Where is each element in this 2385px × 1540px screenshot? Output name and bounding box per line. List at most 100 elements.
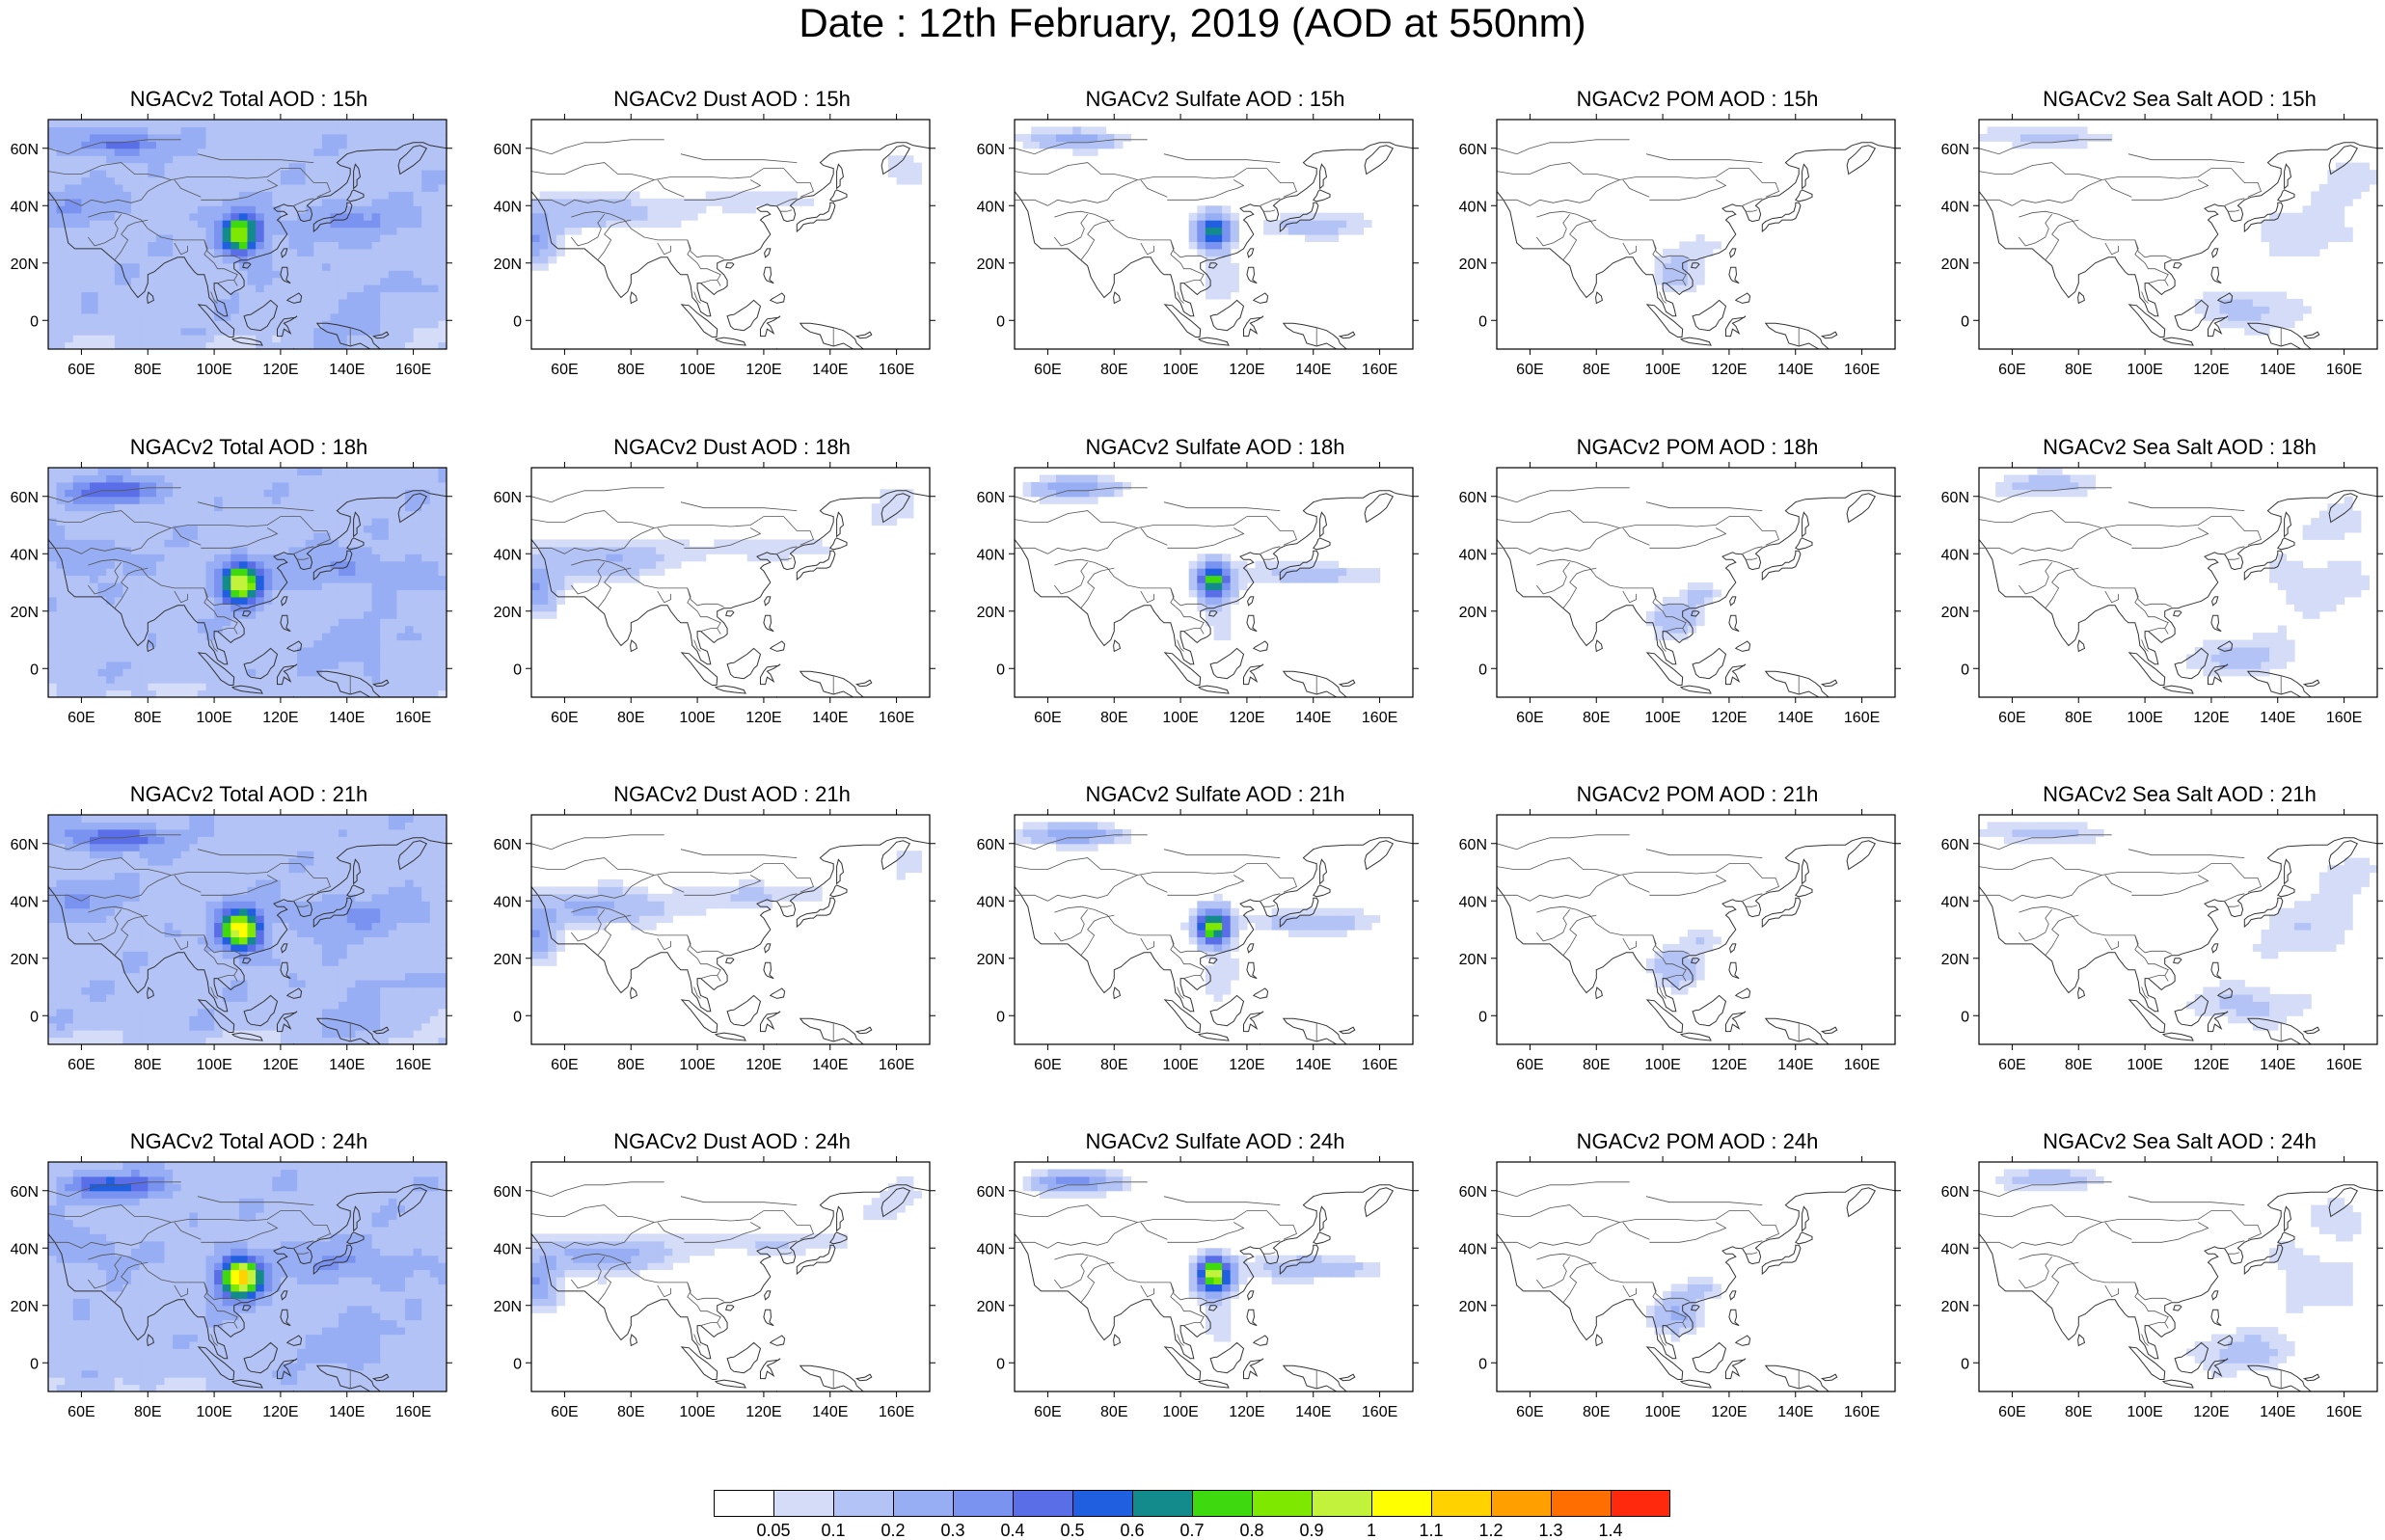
lat-tick-label: 40N — [494, 547, 522, 563]
lon-tick-label: 140E — [1777, 1404, 1813, 1420]
lon-tick-label: 80E — [2065, 710, 2092, 726]
lat-tick-label: 60N — [1459, 490, 1487, 506]
colorbar-label: 0.3 — [924, 1521, 982, 1540]
lon-tick-label: 100E — [2127, 1404, 2162, 1420]
lon-tick-label: 160E — [879, 1404, 914, 1420]
colorbar-swatch — [1312, 1490, 1371, 1517]
lon-tick-label: 160E — [1844, 1057, 1880, 1073]
lat-tick-label: 60N — [977, 142, 1005, 158]
country-borders — [1497, 488, 1799, 694]
aod-field — [1646, 582, 1721, 640]
lon-tick-label: 140E — [812, 1404, 848, 1420]
lon-tick-label: 120E — [745, 710, 781, 726]
lon-tick-label: 120E — [1229, 1404, 1264, 1420]
country-borders — [1015, 1182, 1316, 1389]
country-borders — [1015, 835, 1316, 1041]
lon-tick-label: 120E — [262, 710, 298, 726]
lon-tick-label: 80E — [617, 710, 644, 726]
lat-tick-label: 0 — [1478, 313, 1487, 330]
lat-tick-label: 0 — [996, 1356, 1005, 1372]
coastlines — [531, 120, 930, 392]
colorbar-label: 1.2 — [1462, 1521, 1520, 1540]
lon-tick-label: 160E — [1362, 710, 1397, 726]
colorbar-swatch — [893, 1490, 953, 1517]
lon-tick-label: 60E — [551, 362, 578, 378]
lon-tick-label: 120E — [2193, 710, 2229, 726]
lon-tick-label: 60E — [551, 710, 578, 726]
lon-tick-label: 60E — [1998, 710, 2025, 726]
lat-tick-label: 0 — [1478, 662, 1487, 678]
lat-tick-label: 0 — [30, 1009, 39, 1025]
lon-tick-label: 140E — [1295, 710, 1331, 726]
lon-tick-label: 100E — [1162, 362, 1198, 378]
lat-tick-label: 20N — [11, 605, 39, 621]
lon-tick-label: 100E — [679, 1057, 715, 1073]
lon-tick-label: 80E — [134, 1404, 161, 1420]
lat-tick-label: 60N — [977, 1184, 1005, 1201]
aod-field — [1995, 468, 2370, 676]
lon-tick-label: 120E — [2193, 1057, 2229, 1073]
lon-tick-label: 160E — [879, 710, 914, 726]
lat-tick-label: 40N — [11, 547, 39, 563]
lon-tick-label: 120E — [745, 362, 781, 378]
colorbar-swatch — [1192, 1490, 1252, 1517]
colorbar-label: 0.5 — [1043, 1521, 1101, 1540]
colorbar-label: 0.7 — [1163, 1521, 1221, 1540]
lat-tick-label: 60N — [11, 490, 39, 506]
lon-tick-label: 80E — [1583, 1057, 1610, 1073]
lon-tick-label: 140E — [812, 710, 848, 726]
lat-tick-label: 60N — [1941, 837, 1969, 853]
colorbar-label: 0.4 — [984, 1521, 1042, 1540]
lon-tick-label: 60E — [1516, 710, 1543, 726]
lat-tick-label: 20N — [11, 952, 39, 968]
lat-tick-label: 0 — [1478, 1356, 1487, 1372]
lat-tick-label: 40N — [1941, 547, 1969, 563]
lon-tick-label: 100E — [1162, 1404, 1198, 1420]
lon-tick-label: 160E — [1362, 1404, 1397, 1420]
lon-tick-label: 120E — [1711, 362, 1747, 378]
lon-tick-label: 160E — [2326, 1404, 2362, 1420]
lat-tick-label: 0 — [30, 313, 39, 330]
colorbar-label: 0.1 — [804, 1521, 862, 1540]
lat-tick-label: 40N — [1941, 199, 1969, 215]
country-borders — [1015, 140, 1316, 346]
lon-tick-label: 140E — [812, 1057, 848, 1073]
colorbar-label: 0.8 — [1223, 1521, 1281, 1540]
lon-tick-label: 80E — [617, 1404, 644, 1420]
lon-tick-label: 160E — [879, 362, 914, 378]
lon-tick-label: 160E — [2326, 1057, 2362, 1073]
country-borders — [531, 140, 833, 346]
lon-tick-label: 120E — [1711, 1404, 1747, 1420]
coastlines — [531, 1162, 930, 1435]
lon-tick-label: 120E — [1711, 710, 1747, 726]
lon-tick-label: 80E — [617, 1057, 644, 1073]
lon-tick-label: 100E — [1644, 1404, 1680, 1420]
aod-field — [1646, 1277, 1721, 1342]
colorbar-swatch — [1072, 1490, 1132, 1517]
lon-tick-label: 120E — [745, 1057, 781, 1073]
lat-tick-label: 40N — [11, 1241, 39, 1257]
lon-tick-label: 100E — [196, 362, 231, 378]
colorbar-label: 0.05 — [745, 1521, 802, 1540]
lon-tick-label: 140E — [329, 1404, 365, 1420]
lat-tick-label: 20N — [1459, 605, 1487, 621]
lat-tick-label: 0 — [1961, 313, 1969, 330]
lon-tick-label: 160E — [879, 1057, 914, 1073]
colorbar-swatch — [1431, 1490, 1491, 1517]
lat-tick-label: 0 — [996, 313, 1005, 330]
